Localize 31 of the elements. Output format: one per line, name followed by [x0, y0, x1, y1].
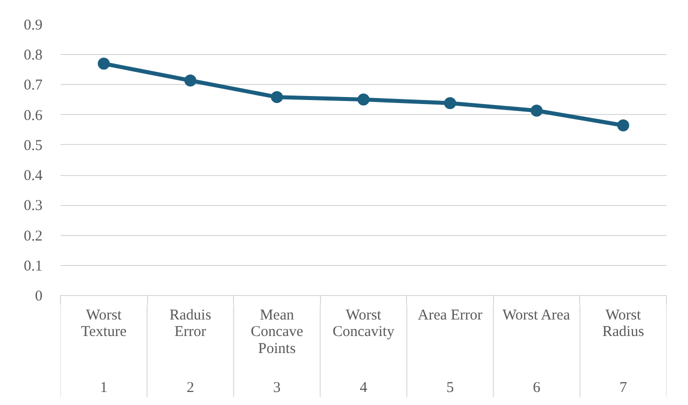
x-tick-label: Worst Concavity: [332, 307, 395, 340]
y-tick-label: 0.8: [24, 48, 42, 64]
text: 3: [273, 380, 281, 396]
point: [444, 97, 456, 110]
y-tick-label: 0.7: [24, 78, 43, 94]
y-tick-label: 0.2: [24, 228, 42, 244]
y-tick-label: 0.9: [24, 18, 42, 34]
point: [358, 93, 370, 106]
y-tick-label: 0.3: [24, 198, 42, 214]
y-tick-label: 0.5: [24, 138, 42, 154]
text: 2: [186, 380, 194, 396]
text: 6: [532, 380, 541, 396]
x-tick-label: Worst Area: [502, 307, 570, 324]
x-tick-label: Worst Radius: [602, 307, 644, 340]
x-tick-label: Mean Concave Points: [250, 307, 304, 357]
x-tick-label: Area Error: [418, 307, 482, 324]
text: 1: [100, 380, 108, 396]
x-tick-label: Worst Texture: [80, 307, 127, 340]
point: [270, 91, 283, 104]
y-tick-label: 0: [35, 288, 42, 304]
y-tick-label: 0.4: [24, 168, 43, 184]
text: 4: [360, 380, 368, 396]
y-tick-label: 0.1: [24, 258, 42, 274]
point: [617, 119, 630, 132]
y-tick-label: 0.6: [24, 108, 43, 124]
text: 5: [446, 380, 454, 396]
x-tick-label: Raduis Error: [170, 307, 212, 340]
text: 7: [619, 380, 628, 396]
point: [98, 58, 110, 70]
point: [184, 74, 196, 86]
point: [530, 104, 543, 117]
